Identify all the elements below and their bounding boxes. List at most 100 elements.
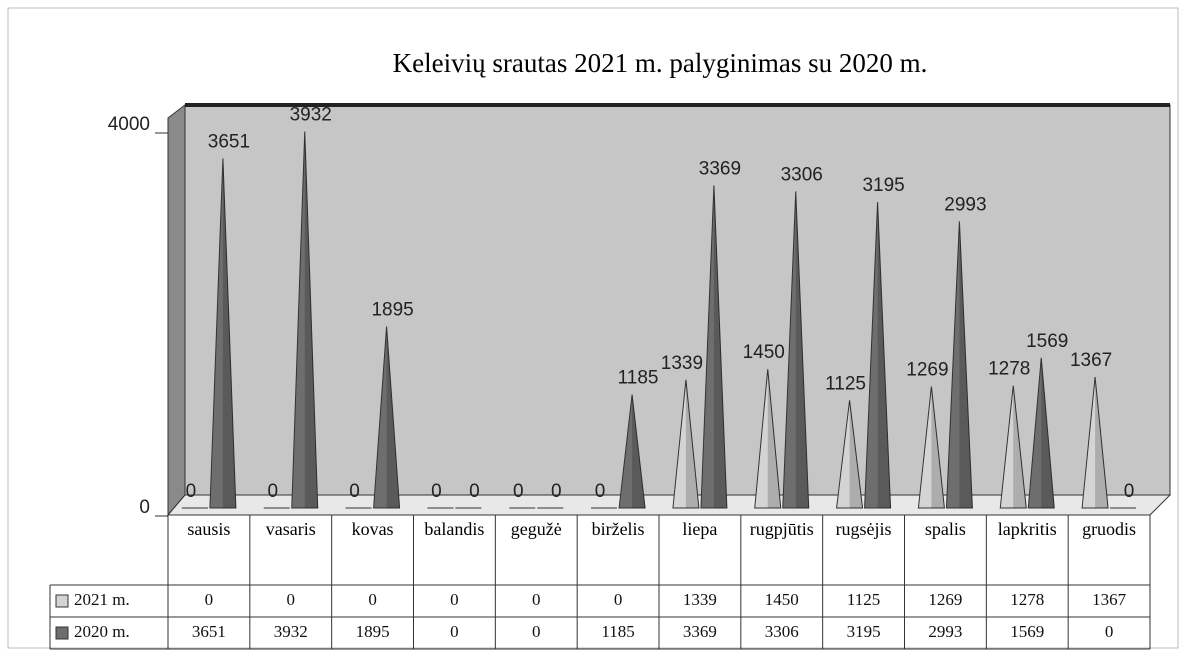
table-cell: 1569 <box>1010 622 1044 641</box>
legend-swatch <box>55 626 69 640</box>
x-tick-label: spalis <box>924 519 966 539</box>
legend-label: 2020 m. <box>74 622 130 641</box>
table-cell: 0 <box>205 590 214 609</box>
cone-shade <box>222 158 236 508</box>
x-tick-label: liepa <box>682 519 718 539</box>
x-tick-label: rugsėjis <box>835 519 892 539</box>
table-cell: 0 <box>450 622 459 641</box>
data-label: 0 <box>469 481 480 502</box>
table-cell: 3195 <box>847 622 881 641</box>
legend-swatch <box>55 594 69 608</box>
x-tick-label: rugpjūtis <box>749 519 814 539</box>
table-cell: 0 <box>1105 622 1114 641</box>
table-cell: 3651 <box>192 622 226 641</box>
cone-shade <box>959 221 973 508</box>
x-tick-label: liepa <box>682 519 718 539</box>
table-cell: 0 <box>368 590 377 609</box>
cone-shade <box>713 185 727 508</box>
cone <box>291 131 319 509</box>
data-label: 1125 <box>825 373 866 394</box>
cone <box>209 158 237 509</box>
table-cell: 0 <box>532 622 541 641</box>
cone-shade <box>1095 377 1109 508</box>
table-cell: 0 <box>614 590 623 609</box>
cone <box>782 191 810 509</box>
data-label: 0 <box>267 481 278 502</box>
x-tick-label: vasaris <box>265 519 316 539</box>
data-label: 0 <box>513 481 524 502</box>
cone-shade <box>1013 385 1027 508</box>
frame <box>7 7 1179 649</box>
table-cell: 1125 <box>847 590 880 609</box>
table-cell: 2993 <box>928 622 962 641</box>
cone <box>618 394 646 509</box>
cone-shade <box>386 326 400 508</box>
cone <box>864 202 892 509</box>
data-label: 1895 <box>371 300 413 321</box>
table-cell: 1367 <box>1092 590 1127 609</box>
cone-shade <box>685 379 699 508</box>
x-tick-label: rugsėjis <box>835 519 892 539</box>
y-tick-label: 0 <box>139 497 150 518</box>
cone <box>836 400 864 509</box>
table-cell: 0 <box>532 590 541 609</box>
cone <box>672 379 700 509</box>
cone <box>1081 377 1109 509</box>
table-cell: 1185 <box>601 622 634 641</box>
x-tick-label: lapkritis <box>997 519 1057 539</box>
cone <box>754 369 782 509</box>
cone <box>917 386 945 509</box>
table-cell: 1269 <box>928 590 962 609</box>
x-tick-label: vasaris <box>265 519 316 539</box>
x-tick-label: kovas <box>351 519 394 539</box>
data-label: 3195 <box>862 175 904 196</box>
cone-shade <box>1041 357 1055 508</box>
cone <box>373 326 401 509</box>
data-label: 1450 <box>743 342 785 363</box>
x-tick-label: sausis <box>187 519 231 539</box>
data-label: 3932 <box>290 105 332 126</box>
x-tick-label: rugpjūtis <box>749 519 814 539</box>
x-tick-label: spalis <box>924 519 966 539</box>
x-tick-label: balandis <box>424 519 485 539</box>
legend-label: 2021 m. <box>74 590 130 609</box>
cone-shade <box>795 191 809 508</box>
table-cell: 3932 <box>274 622 308 641</box>
cone-shade <box>632 394 646 508</box>
data-label: 3651 <box>208 131 250 152</box>
x-tick-label: gruodis <box>1082 519 1137 539</box>
data-label: 1278 <box>988 359 1030 380</box>
table-cell: 1450 <box>765 590 799 609</box>
cone-shade <box>304 131 318 509</box>
back-wall <box>184 104 1171 496</box>
x-tick-label: birželis <box>591 519 645 539</box>
data-label: 0 <box>1124 481 1135 502</box>
x-tick-label: kovas <box>351 519 394 539</box>
cone <box>999 385 1027 509</box>
chart-title: Keleivių srautas 2021 m. palyginimas su … <box>393 48 928 78</box>
table-cell: 3306 <box>765 622 799 641</box>
cone-shade <box>931 386 945 508</box>
x-tick-label: balandis <box>424 519 485 539</box>
table-cell: 1339 <box>683 590 717 609</box>
data-label: 3306 <box>781 164 823 185</box>
data-label: 0 <box>551 481 562 502</box>
data-label: 1269 <box>906 360 948 381</box>
cone-shade <box>767 369 781 508</box>
data-label: 2993 <box>944 194 986 215</box>
data-label: 0 <box>595 481 606 502</box>
x-tick-label: birželis <box>591 519 645 539</box>
data-label: 1339 <box>661 353 703 374</box>
x-tick-label: gegužė <box>510 519 562 539</box>
y-tick-label: 4000 <box>108 114 150 135</box>
cone <box>945 221 973 509</box>
cone <box>1027 357 1055 509</box>
x-tick-label: lapkritis <box>997 519 1057 539</box>
cone-shade <box>849 400 863 508</box>
table-cell: 0 <box>287 590 296 609</box>
side-wall <box>167 103 186 517</box>
cone-shade <box>877 202 891 509</box>
x-tick-label: sausis <box>187 519 231 539</box>
data-label: 1569 <box>1026 331 1068 352</box>
